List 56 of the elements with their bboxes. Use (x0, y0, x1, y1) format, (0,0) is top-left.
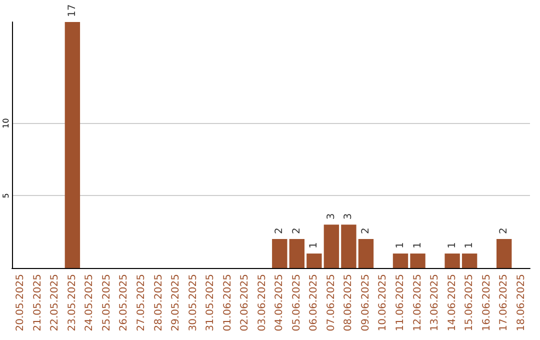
x-tick-label: 10.06.2025 (378, 274, 389, 332)
x-tick-label: 15.06.2025 (464, 274, 476, 332)
data-label: 2 (360, 228, 372, 234)
x-tick-label: 22.05.2025 (50, 274, 61, 332)
x-tick-label: 07.06.2025 (326, 274, 337, 332)
x-tick-label: 27.05.2025 (136, 274, 147, 332)
x-tick-label: 12.06.2025 (412, 274, 424, 332)
x-tick-label: 02.06.2025 (240, 274, 251, 332)
data-label: 2 (274, 228, 286, 234)
x-tick-label: 20.05.2025 (15, 274, 26, 332)
x-tick-label: 24.05.2025 (84, 274, 96, 332)
bar (289, 239, 304, 268)
data-label: 1 (464, 242, 476, 249)
y-tick-label: 5 (2, 193, 10, 198)
x-tick-label: 09.06.2025 (360, 274, 372, 332)
bar (341, 224, 356, 268)
x-tick-label: 30.05.2025 (188, 274, 199, 332)
x-tick-label: 28.05.2025 (153, 274, 164, 332)
data-label: 3 (326, 213, 337, 220)
bar (496, 239, 512, 268)
x-tick-label: 23.05.2025 (66, 274, 78, 332)
x-tick-label: 26.05.2025 (118, 274, 130, 332)
x-tick-label: 08.06.2025 (343, 274, 354, 332)
x-tick-label: 16.06.2025 (481, 274, 492, 332)
x-tick-label: 01.06.2025 (222, 274, 234, 332)
x-tick-label: 25.05.2025 (101, 274, 112, 332)
x-tick-label: 29.05.2025 (170, 274, 182, 332)
data-label: 1 (412, 242, 424, 249)
x-tick-label: 05.06.2025 (291, 274, 302, 332)
x-tick-label: 13.06.2025 (430, 274, 441, 332)
x-tick-label: 21.05.2025 (32, 274, 44, 332)
bar (272, 239, 288, 268)
bar (410, 254, 426, 268)
bar (462, 254, 478, 268)
x-tick-label: 18.06.2025 (516, 274, 527, 332)
data-label: 17 (66, 4, 78, 17)
x-tick-label: 04.06.2025 (274, 274, 286, 332)
bar (392, 254, 408, 268)
x-tick-label: 03.06.2025 (256, 274, 268, 332)
bar (324, 224, 340, 268)
data-label: 3 (343, 213, 354, 220)
data-label: 2 (291, 228, 302, 234)
data-label: 1 (446, 242, 458, 249)
y-tick-label: 10 (2, 118, 10, 128)
bar (358, 239, 374, 268)
bar (444, 254, 460, 268)
bar (306, 254, 322, 268)
bar (64, 22, 80, 268)
data-label: 1 (308, 242, 320, 249)
data-label: 2 (498, 228, 510, 234)
x-tick-label: 11.06.2025 (395, 274, 406, 332)
x-tick-label: 14.06.2025 (446, 274, 458, 332)
x-tick-label: 31.05.2025 (205, 274, 216, 332)
x-tick-label: 06.06.2025 (308, 274, 320, 332)
data-label: 1 (395, 242, 406, 249)
x-tick-label: 17.06.2025 (498, 274, 510, 332)
